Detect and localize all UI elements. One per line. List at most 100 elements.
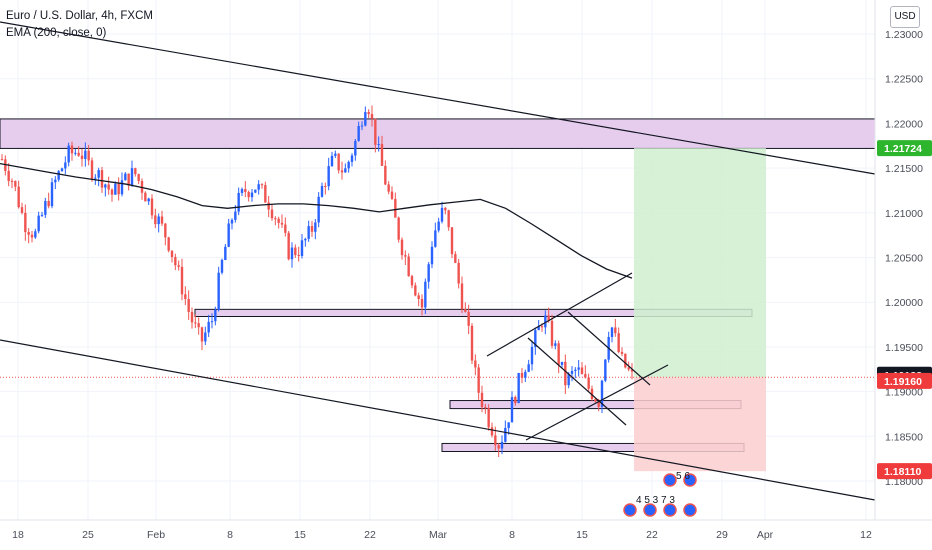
candle-body — [584, 374, 586, 377]
candle-body — [27, 232, 29, 235]
candle-body — [401, 240, 403, 255]
candle-body — [454, 254, 456, 263]
candle-body — [444, 208, 446, 210]
candle-body — [391, 192, 393, 199]
candle-body — [397, 218, 399, 240]
candle-body — [464, 309, 466, 312]
candle-body — [554, 343, 556, 346]
events-count-top[interactable]: 5 6 — [676, 471, 690, 482]
candle-body — [184, 294, 186, 299]
candle-body — [297, 255, 299, 256]
candle-body — [484, 407, 486, 408]
candle-body — [471, 326, 473, 361]
candle-body — [407, 257, 409, 277]
time-tick-label: Feb — [147, 529, 165, 541]
candle-body — [331, 156, 333, 166]
candle-body — [414, 285, 416, 295]
currency-button[interactable]: USD — [890, 6, 920, 28]
candle-body — [524, 372, 526, 378]
candle-body — [211, 321, 213, 322]
price-tick-label: 1.21500 — [885, 163, 923, 175]
candle-body — [427, 264, 429, 281]
candle-body — [97, 170, 99, 178]
candle-body — [287, 233, 289, 259]
price-tick-label: 1.18500 — [885, 431, 923, 443]
candle-body — [67, 146, 69, 163]
candle-body — [44, 201, 46, 215]
event-flag-icon[interactable] — [684, 504, 696, 516]
candle-body — [504, 428, 506, 442]
candle-body — [527, 364, 529, 372]
candle-body — [217, 273, 219, 310]
candle-body — [377, 144, 379, 145]
time-tick-label: 15 — [294, 529, 306, 541]
candle-body — [517, 373, 519, 403]
candle-body — [161, 216, 163, 223]
candle-body — [191, 312, 193, 322]
candle-body — [274, 218, 276, 219]
candle-body — [267, 202, 269, 209]
symbol-title[interactable]: Euro / U.S. Dollar, 4h, FXCM — [6, 8, 153, 25]
profit-area[interactable] — [634, 148, 766, 377]
candle-body — [411, 276, 413, 285]
candle-body — [227, 223, 229, 246]
candle-body — [107, 184, 109, 189]
time-axis[interactable]: 18 25 Feb 8 15 22 Mar 8 15 22 29 Apr 12 — [0, 520, 932, 550]
event-flag-icon[interactable] — [664, 474, 676, 486]
event-flag-icon[interactable] — [624, 504, 636, 516]
candle-body — [304, 239, 306, 240]
candle-body — [84, 151, 86, 159]
candle-body — [47, 201, 49, 206]
price-tick-label: 1.22500 — [885, 74, 923, 86]
candle-body — [181, 267, 183, 295]
candle-body — [87, 151, 89, 161]
candle-body — [51, 182, 53, 206]
candle-body — [307, 226, 309, 239]
candle-body — [164, 224, 166, 238]
candle-body — [571, 371, 573, 374]
candle-body — [364, 112, 366, 126]
candle-body — [324, 186, 326, 187]
candle-body — [207, 322, 209, 333]
candle-body — [564, 362, 566, 385]
time-tick-label: 25 — [82, 529, 94, 541]
candle-body — [341, 170, 343, 172]
candle-body — [24, 213, 26, 232]
candle-body — [277, 219, 279, 223]
candle-body — [21, 207, 23, 213]
candle-body — [144, 193, 146, 202]
candle-body — [301, 240, 303, 256]
candle-body — [384, 166, 386, 185]
candle-body — [561, 362, 563, 365]
candle-body — [281, 223, 283, 225]
candle-body — [617, 333, 619, 352]
candle-body — [121, 180, 123, 194]
candle-body — [334, 154, 336, 156]
candle-body — [111, 190, 113, 195]
price-tick-label: 1.19500 — [885, 342, 923, 354]
candle-body — [417, 295, 419, 299]
candle-body — [264, 185, 266, 202]
candle-body — [284, 225, 286, 233]
candle-body — [541, 326, 543, 327]
candle-body — [234, 212, 236, 220]
candle-body — [197, 323, 199, 327]
candle-body — [114, 184, 116, 195]
price-axis[interactable]: 1.23000 1.22500 1.22000 1.21500 1.21000 1.205… — [875, 0, 932, 520]
candle-body — [17, 187, 19, 207]
candle-body — [221, 260, 223, 273]
candle-body — [77, 153, 79, 156]
indicator-label[interactable]: EMA (200, close, 0) — [6, 25, 153, 42]
candle-body — [137, 174, 139, 181]
candle-body — [41, 215, 43, 216]
candle-body — [154, 215, 156, 224]
candle-body — [621, 352, 623, 354]
take-profit-tag: 1.21724 — [884, 143, 922, 155]
candle-body — [311, 226, 313, 232]
candle-body — [497, 445, 499, 448]
candle-body — [177, 265, 179, 267]
candle-body — [511, 397, 513, 422]
loss-area[interactable] — [634, 377, 766, 471]
events-count-bottom[interactable]: 4 5 3 7 3 — [636, 495, 675, 506]
